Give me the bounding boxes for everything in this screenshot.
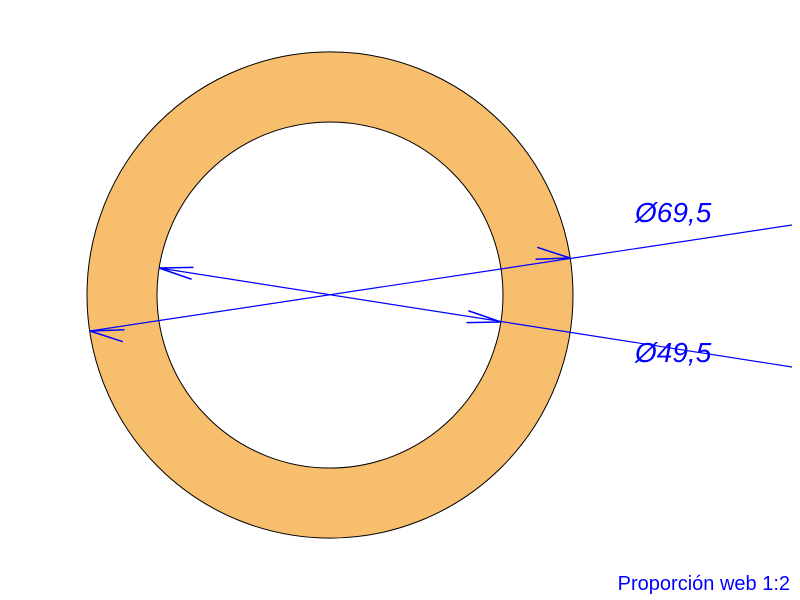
inner_dim-label: Ø49,5 (634, 337, 712, 368)
footer-scale-text: Proporción web 1:2 (618, 573, 790, 595)
outer_dim-label: Ø69,5 (634, 197, 712, 228)
